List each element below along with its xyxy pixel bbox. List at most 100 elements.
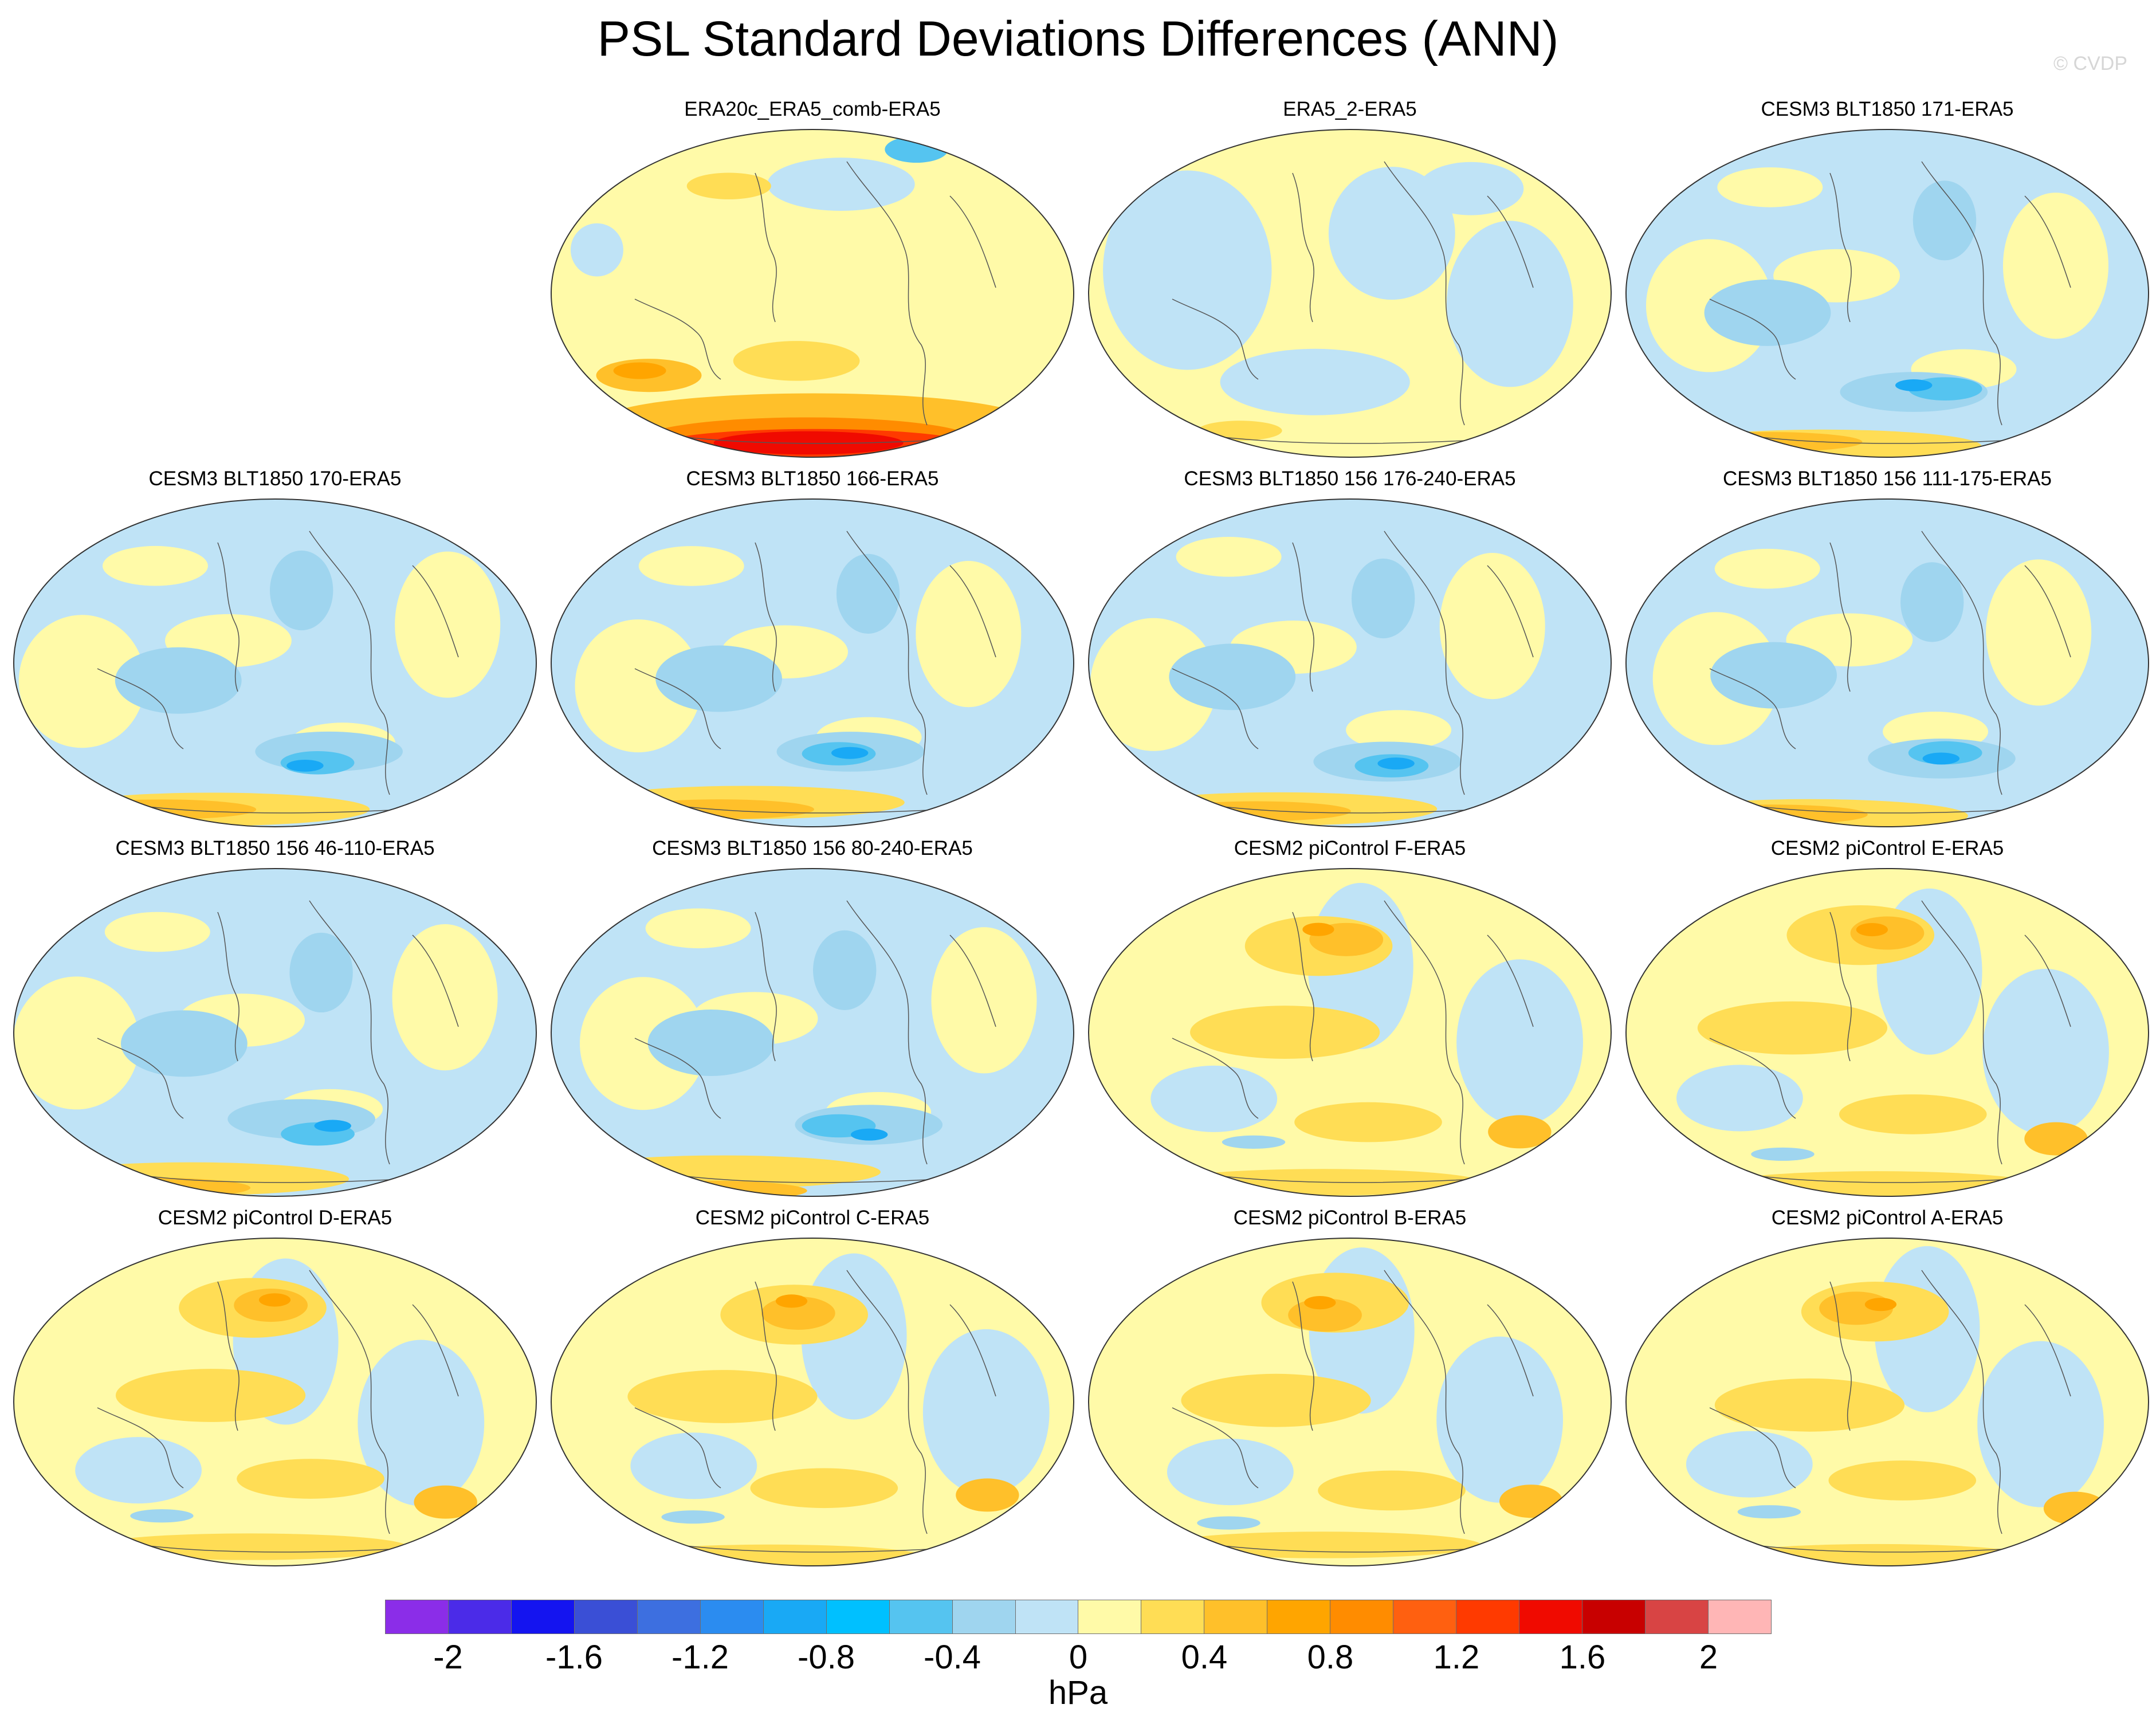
colorbar-swatch — [1204, 1600, 1268, 1634]
coastline — [1172, 1038, 1259, 1119]
contour-region — [1190, 1006, 1380, 1059]
contour-region — [1982, 968, 2109, 1135]
world-map-contour — [1088, 868, 1612, 1197]
contour-region — [655, 645, 782, 712]
colorbar-swatch — [1456, 1600, 1520, 1634]
contour-region — [1828, 1460, 1977, 1501]
contour-region — [1302, 922, 1334, 936]
coastline — [755, 542, 777, 692]
colorbar-swatch — [1646, 1600, 1709, 1634]
coastline — [1384, 900, 1465, 1165]
contour-region — [104, 912, 210, 952]
contour-region — [1456, 959, 1583, 1126]
colorbar-swatch — [1141, 1600, 1205, 1634]
coastline — [1755, 436, 2025, 444]
contour-region — [1318, 1470, 1466, 1511]
contour-region — [575, 619, 702, 753]
colorbar-swatch — [1519, 1600, 1583, 1634]
contour-region — [1181, 1373, 1371, 1427]
coastline — [217, 1281, 239, 1431]
contour-region — [1439, 553, 1545, 700]
colorbar — [385, 1600, 1772, 1634]
colorbar-swatch — [511, 1600, 575, 1634]
contour-region — [1900, 562, 1964, 642]
contour-region — [1737, 1505, 1801, 1519]
coastline — [1921, 161, 2002, 426]
world-map-contour — [13, 1238, 537, 1566]
contour-region — [627, 1370, 818, 1423]
coastline — [949, 195, 996, 288]
map-panel: CESM3 BLT1850 156 80-240-ERA5 — [549, 837, 1076, 1203]
contour-region — [103, 545, 209, 586]
contour-region — [1704, 279, 1831, 346]
map-boundary — [1625, 868, 2149, 1197]
contour-region — [1977, 1341, 2104, 1507]
coastline — [412, 565, 459, 658]
colorbar-swatch — [1078, 1600, 1142, 1634]
contour-region — [1839, 1094, 1987, 1134]
credit-watermark: © CVDP — [2053, 53, 2127, 74]
colorbar-tick-label: 0.4 — [1181, 1639, 1228, 1676]
contour-region — [2043, 1491, 2107, 1525]
map-boundary — [1088, 868, 1612, 1197]
contour-region — [767, 158, 915, 211]
coastline — [1755, 806, 2025, 814]
colorbar-tick-label: 1.2 — [1433, 1639, 1480, 1676]
coastline — [309, 531, 390, 795]
contour-region — [289, 932, 353, 1013]
coastline — [1829, 912, 1852, 1062]
colorbar-tick-label: -0.8 — [798, 1639, 855, 1676]
map-boundary — [551, 498, 1074, 827]
colorbar-tick-label: -1.6 — [545, 1639, 603, 1676]
map-panel: CESM3 BLT1850 166-ERA5 — [549, 467, 1076, 834]
contour-region — [1150, 1065, 1278, 1132]
world-map-contour — [1088, 129, 1612, 458]
coastline — [97, 668, 184, 749]
coastline — [1755, 1545, 2025, 1553]
colorbar-swatch — [385, 1600, 449, 1634]
contour-region — [1197, 1516, 1260, 1530]
map-panel: CESM3 BLT1850 156 111-175-ERA5 — [1624, 467, 2151, 834]
contour-region — [733, 341, 860, 381]
coastline — [846, 531, 928, 795]
contour-region — [1488, 1115, 1552, 1149]
coastline — [1384, 531, 1465, 795]
contour-region — [1676, 1065, 1803, 1132]
contour-region — [91, 1533, 408, 1560]
world-map-contour — [13, 498, 537, 827]
colorbar-swatch — [1015, 1600, 1079, 1634]
colorbar-tick-label: -2 — [433, 1639, 463, 1676]
coastline — [143, 1175, 413, 1183]
contour-region — [1103, 170, 1272, 370]
colorbar-swatch — [1267, 1600, 1331, 1634]
world-map-contour — [551, 868, 1074, 1197]
colorbar-swatch — [952, 1600, 1016, 1634]
colorbar-swatch — [826, 1600, 890, 1634]
contour-region — [1222, 1135, 1286, 1149]
map-boundary — [1088, 498, 1612, 827]
coastline — [755, 912, 777, 1062]
panel-title: CESM2 piControl B-ERA5 — [1233, 1207, 1467, 1229]
contour-region — [1499, 1485, 1563, 1518]
coastline — [846, 161, 928, 426]
map-boundary — [1088, 129, 1612, 458]
coastline — [1921, 1270, 2002, 1534]
contour-region — [1197, 421, 1282, 441]
world-map-contour — [1625, 129, 2149, 458]
contour-region — [645, 908, 751, 949]
contour-region — [836, 553, 900, 634]
contour-region — [1090, 618, 1217, 751]
coastline — [1172, 1407, 1259, 1489]
coastline — [1292, 912, 1314, 1062]
contour-region — [1717, 167, 1823, 207]
panel-title: CESM2 piControl A-ERA5 — [1771, 1207, 2004, 1229]
panel-title: CESM2 piControl C-ERA5 — [695, 1207, 930, 1229]
contour-region — [1176, 537, 1282, 577]
colorbar-swatch — [763, 1600, 827, 1634]
coastline — [680, 1175, 951, 1183]
contour-region — [647, 1009, 775, 1076]
coastline — [1921, 900, 2002, 1165]
contour-region — [1986, 559, 2092, 706]
contour-region — [130, 1509, 194, 1523]
map-boundary — [1625, 1238, 2149, 1566]
